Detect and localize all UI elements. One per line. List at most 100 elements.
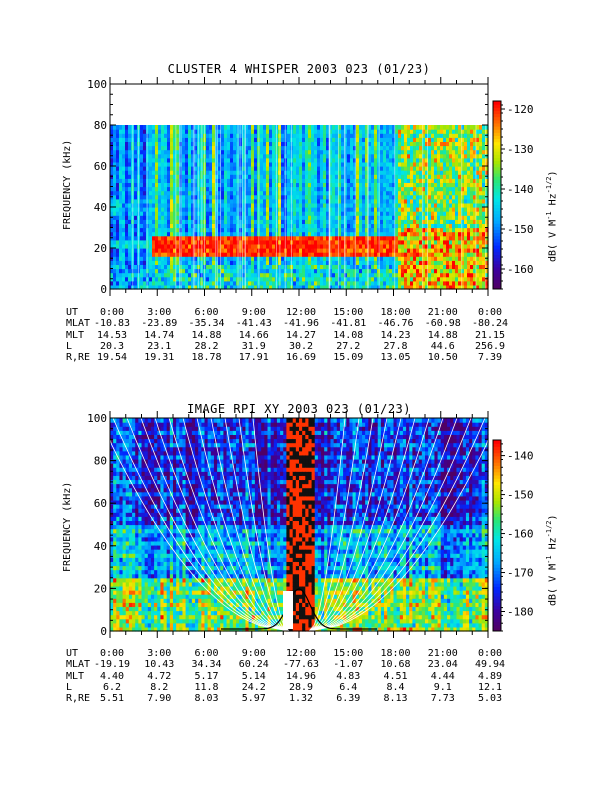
ephemeris-value: 4.89 [477,670,503,682]
ephemeris-value: 27.8 [383,340,408,352]
ephemeris-value: -35.34 [188,318,225,330]
colorbar-tick-label: -140 [507,183,534,196]
ephemeris-value: 9.1 [433,681,452,693]
ephemeris-value: 27.2 [336,340,361,352]
y-tick-label: 0 [100,283,107,296]
ephemeris-value: 28.2 [194,340,219,352]
colorbar-1: -140 -150 -160 -170 -180 [492,439,534,632]
ephemeris-value: 24.2 [241,681,266,693]
ephemeris-value: 18:00 [380,648,411,659]
ephemeris-table-image: UT 0:00 3:00 6:00 9:00 12:00 15:00 18:00 21:00 0:… [66,648,506,704]
y-tick-label: 0 [100,625,107,638]
ephemeris-value: 16.69 [285,352,317,364]
ephemeris-label: MLAT [66,659,91,671]
chart-title-cluster: CLUSTER 4 WHISPER 2003 023 (01/23) [167,62,431,76]
y-tick-label: 100 [87,412,107,425]
ephemeris-value: 5.17 [194,670,219,682]
ephemeris-value: 4.72 [147,670,172,682]
ephemeris-value: 23.04 [427,659,458,671]
ephemeris-row-l: L 6.2 8.2 11.8 24.2 28.9 6.4 8.4 9.1 12.1 [66,682,506,693]
ephemeris-value: 12:00 [285,648,317,659]
ephemeris-label: R,RE [66,693,91,705]
ephemeris-value: -23.89 [141,318,178,330]
ephemeris-value: 14.23 [380,329,411,341]
ephemeris-label: UT [66,648,79,659]
ephemeris-label: UT [66,307,79,318]
y-tick-label: 20 [94,582,107,595]
colorbar-tick-label: -170 [507,567,534,580]
ephemeris-value: 14.88 [191,329,222,341]
ephemeris-value: 0:00 [99,307,125,318]
ephemeris-value: 3:00 [147,307,172,318]
ephemeris-value: 11.8 [194,681,219,693]
ephemeris-value: 0:00 [477,307,503,318]
ephemeris-value: 14.96 [285,670,317,682]
y-axis-label-cluster: FREQUENCY (kHz) [62,139,73,230]
ephemeris-value: 6.2 [102,681,122,693]
ephemeris-value: 18:00 [380,307,411,318]
ephemeris-value: 8.4 [386,681,405,693]
ephemeris-value: 14.66 [238,329,269,341]
ephemeris-label: MLT [66,670,85,682]
ephemeris-value: -41.43 [235,318,272,330]
ephemeris-value: 6.4 [339,681,358,693]
ephemeris-value: 256.9 [474,340,506,352]
ephemeris-value: 21:00 [427,648,458,659]
y-tick-label: 40 [94,540,107,553]
ephemeris-label: MLT [66,329,85,341]
ephemeris-value: 5.97 [241,693,266,705]
ephemeris-value: 19.31 [144,352,175,364]
ephemeris-value: -1.07 [333,659,364,671]
ephemeris-value: 18.78 [191,352,222,364]
ephemeris-row-mlt: MLT 14.53 14.74 14.88 14.66 14.27 14.08 14.23 14… [66,330,506,341]
ephemeris-value: 14.53 [96,329,128,341]
ephemeris-row-rre: R,RE 5.51 7.90 8.03 5.97 1.32 6.39 8.13 7.73 5.03 [66,693,506,704]
ephemeris-value: 5.14 [241,670,266,682]
axes-1: 0 20 40 60 80 100 [87,411,489,638]
colorbar-0: -120 -130 -140 -150 -160 [492,100,534,290]
ephemeris-value: 15:00 [333,648,364,659]
ephemeris-value: 60.24 [238,659,269,671]
ephemeris-value: 3:00 [147,648,172,659]
ephemeris-row-mlt: MLT 4.40 4.72 5.17 5.14 14.96 4.83 4.51 4.44 4.89 [66,671,506,682]
ephemeris-value: 7.90 [147,693,172,705]
colorbar-label-cluster: dB( V M-1 Hz-1/2) [545,170,559,262]
ephemeris-value: -41.81 [330,318,367,330]
ephemeris-value: -77.63 [282,659,320,671]
ephemeris-value: -80.24 [471,318,509,330]
ephemeris-table-cluster: UT 0:00 3:00 6:00 9:00 12:00 15:00 18:00 21:00 0:… [66,307,508,364]
colorbar-tick-label: -150 [507,489,534,502]
ephemeris-value: 17.91 [238,352,269,364]
ephemeris-label: R,RE [66,352,91,364]
ephemeris-value: 30.2 [288,340,314,352]
ephemeris-value: 8.2 [150,681,169,693]
ephemeris-value: 0:00 [477,648,503,659]
chart-title-image: IMAGE RPI XY 2003 023 (01/23) [186,402,411,416]
y-tick-label: 80 [94,455,107,468]
ephemeris-row-l: L 20.3 23.1 28.2 31.9 30.2 27.2 27.8 44.6 256.9 [66,341,506,352]
ephemeris-value: 10.43 [144,659,175,671]
ephemeris-value: -10.83 [93,318,131,330]
ephemeris-value: 20.3 [99,340,125,352]
ephemeris-value: -46.76 [377,318,414,330]
ephemeris-label: L [66,340,73,352]
ephemeris-value: -19.19 [93,659,131,671]
ephemeris-label: MLAT [66,318,91,330]
ephemeris-row-mlat: MLAT -19.19 10.43 34.34 60.24 -77.63 -1.07 10.6… [66,659,506,670]
y-tick-label: 40 [94,201,107,214]
ephemeris-value: 1.32 [288,693,314,705]
ephemeris-value: 21:00 [427,307,458,318]
ephemeris-value: 31.9 [241,340,266,352]
ephemeris-value: 6.39 [336,693,361,705]
ephemeris-value: 0:00 [99,648,125,659]
y-tick-label: 60 [94,160,107,173]
ephemeris-value: 12:00 [285,307,317,318]
y-tick-label: 100 [87,78,107,91]
y-tick-label: 80 [94,119,107,132]
ephemeris-value: 14.88 [427,329,458,341]
colorbar-label-image: dB( V M-1 Hz-1/2) [545,514,559,606]
ephemeris-value: 34.34 [191,659,222,671]
ephemeris-value: 8.03 [194,693,219,705]
ephemeris-value: 7.39 [477,352,503,364]
